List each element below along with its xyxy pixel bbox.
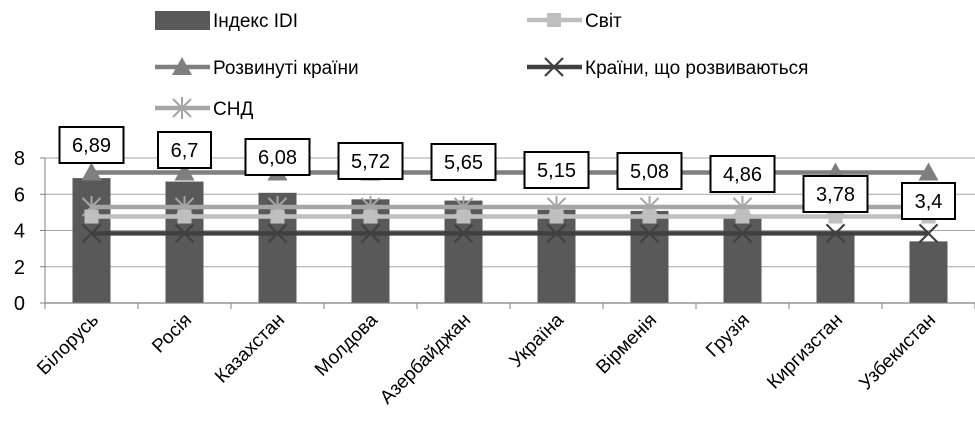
data-label: 3,78 [802,175,869,213]
legend-label: Розвинуті країни [213,58,359,79]
legend-label: СНД [213,99,253,120]
data-label-box [430,143,497,181]
legend-label: Країни, що розвиваються [585,58,808,79]
bar [816,234,855,303]
legend-entry: Розвинуті країни [155,57,359,79]
data-label: 6,08 [244,138,311,176]
series-marker [828,209,843,224]
series-marker [825,223,846,244]
data-label-box [58,126,125,164]
data-label-box [616,152,683,190]
data-label-box [157,131,212,169]
legend-entry: Індекс IDI [155,11,298,32]
data-label-text: 5,15 [537,160,576,182]
series-marker [735,209,750,224]
series-marker [174,223,195,244]
data-label-text: 3,4 [915,191,943,213]
y-tick-label: 2 [14,257,25,279]
series-marker [456,209,471,224]
y-tick-label: 0 [14,293,25,315]
series-marker [918,223,939,244]
bar [909,241,948,303]
data-label-text: 3,78 [816,184,855,206]
data-label-text: 6,08 [258,147,297,169]
data-label: 5,72 [337,142,404,180]
data-label-text: 5,08 [630,161,669,183]
series-marker [270,209,285,224]
data-label-box [244,138,311,176]
data-label-text: 6,7 [171,140,199,162]
data-labels: 6,89 6,7 6,08 5,72 5,65 5,15 5,08 4,86 3,78 3,4 [58,126,956,220]
data-label-text: 4,86 [723,164,762,186]
legend-label: Індекс IDI [213,11,298,32]
series-marker [363,209,378,224]
series-marker [360,223,381,244]
data-label-box [802,175,869,213]
legend: Індекс IDI Світ Розвинуті країни Країни, що… [155,11,808,120]
series-marker [81,223,102,244]
data-label-box [523,151,590,189]
data-label-box [709,155,776,193]
x-tick-label: Молдова [311,309,382,380]
series-marker [642,209,657,224]
legend-swatch [155,11,210,30]
axes [40,157,975,309]
data-label-text: 5,72 [351,151,390,173]
data-label-box [337,142,404,180]
legend-marker [544,57,564,77]
data-label: 6,89 [58,126,125,164]
legend-marker [547,13,561,27]
x-tick-label: Білорусь [33,310,103,380]
data-label: 5,15 [523,151,590,189]
series-marker [81,162,102,181]
legend-entry: Країни, що розвиваються [527,57,808,79]
legend-marker [172,97,192,119]
data-label: 5,65 [430,143,497,181]
series-marker [549,209,564,224]
x-tick-label: Україна [506,309,569,372]
data-label-text: 5,65 [444,152,483,174]
bar [537,209,576,303]
series-marker [546,223,567,244]
x-tick-label: Грузія [702,310,754,362]
x-tick-label: Узбекистан [855,310,940,395]
y-tick-label: 6 [14,184,25,206]
data-label: 3,4 [901,182,956,220]
series-marker [639,223,660,244]
bar [723,214,762,303]
y-tick-label: 4 [14,221,25,243]
series-marker [453,223,474,244]
x-tick-label: Росія [148,310,196,358]
series-marker [918,162,939,181]
x-tick-label: Азербайджан [376,310,475,409]
data-label-box [901,182,956,220]
x-tick-label: Киргизстан [763,310,847,394]
data-label: 6,7 [157,131,212,169]
bar [630,210,669,303]
series-marker [732,223,753,244]
legend-entry: Світ [527,11,622,32]
data-label-text: 6,89 [72,135,111,157]
series-marker [84,209,99,224]
series-marker [177,209,192,224]
legend-label: Світ [585,11,622,32]
data-label: 4,86 [709,155,776,193]
reference-lines [81,162,939,244]
legend-entry: СНД [155,97,253,120]
series-marker [267,223,288,244]
x-tick-label: Вірменія [592,310,661,379]
y-tick-label: 8 [14,148,25,170]
line-series [81,223,939,244]
data-label: 5,08 [616,152,683,190]
legend-marker [172,57,192,75]
x-tick-label: Казахстан [211,310,289,388]
series-marker [174,162,195,181]
